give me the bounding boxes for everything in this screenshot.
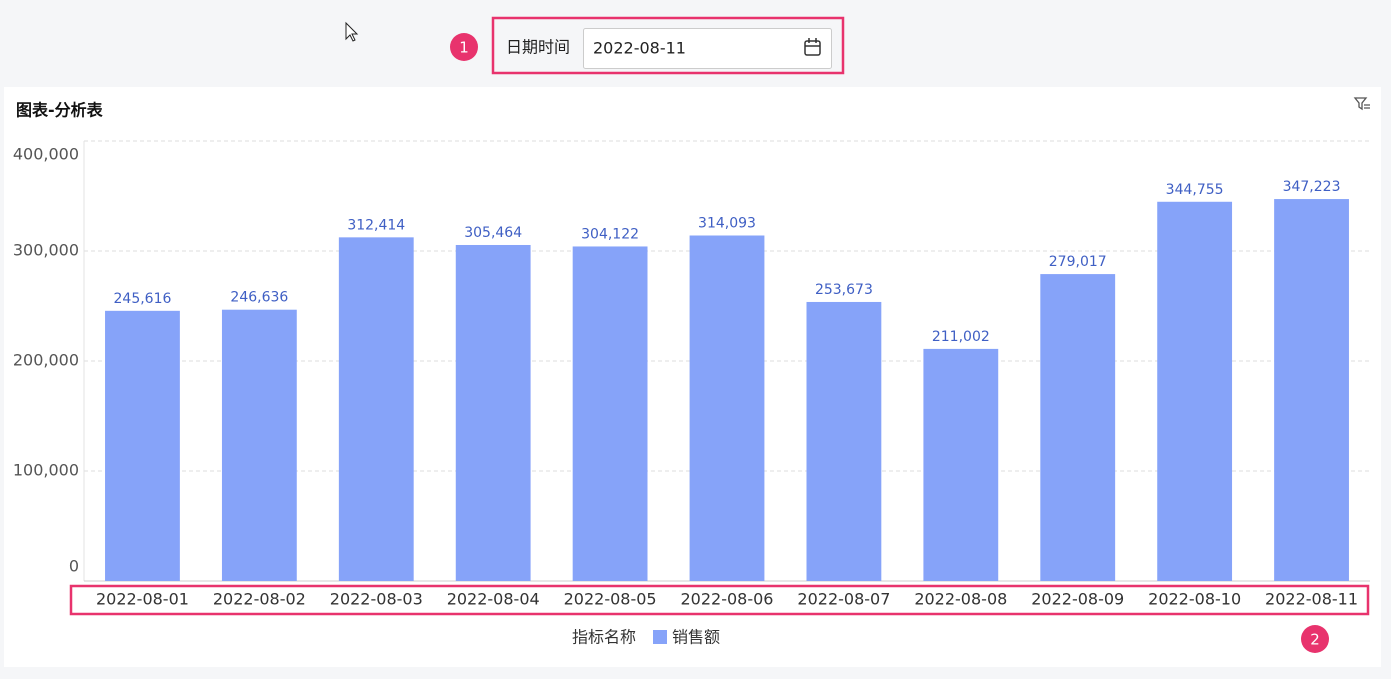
x-tick-label: 2022-08-02	[213, 590, 306, 609]
date-value: 2022-08-11	[593, 39, 686, 58]
value-label: 253,673	[815, 282, 873, 298]
value-label: 344,755	[1166, 182, 1224, 198]
x-tick-label: 2022-08-07	[797, 590, 890, 609]
highlight-box	[69, 584, 1370, 616]
x-tick-label: 2022-08-06	[681, 590, 774, 609]
bar	[338, 237, 414, 581]
x-tick-label: 2022-08-01	[96, 590, 189, 609]
value-label: 314,093	[698, 215, 756, 231]
filter-label: 日期时间	[506, 38, 570, 57]
y-tick-label: 200,000	[13, 351, 79, 370]
value-label: 211,002	[932, 329, 990, 345]
marker-badge	[450, 33, 478, 61]
calendar-icon[interactable]	[804, 38, 821, 56]
marker-badge	[1301, 625, 1329, 653]
bar	[455, 244, 531, 581]
x-tick-label: 2022-08-05	[564, 590, 657, 609]
legend-label: 销售额	[672, 628, 720, 647]
marker-text: 2	[1310, 631, 1320, 649]
value-label: 304,122	[581, 226, 639, 242]
legend-title: 指标名称	[572, 628, 636, 647]
bar	[221, 309, 297, 581]
x-tick-label: 2022-08-08	[914, 590, 1007, 609]
bar	[1274, 199, 1349, 582]
value-label: 347,223	[1283, 179, 1341, 195]
value-label: 312,414	[347, 217, 405, 233]
x-tick-label: 2022-08-11	[1265, 590, 1358, 609]
bar	[1040, 274, 1116, 581]
bar	[689, 235, 765, 582]
y-tick-label: 400,000	[13, 145, 79, 164]
filter-icon[interactable]	[1353, 97, 1370, 111]
x-tick-label: 2022-08-10	[1148, 590, 1241, 609]
x-tick-label: 2022-08-04	[447, 590, 540, 609]
y-tick-label: 300,000	[13, 241, 79, 260]
highlight-box	[491, 16, 845, 75]
bar	[923, 348, 999, 581]
value-label: 245,616	[114, 291, 172, 307]
cursor	[345, 21, 359, 42]
date-input[interactable]	[583, 28, 832, 69]
value-label: 246,636	[230, 290, 288, 306]
value-label: 279,017	[1049, 254, 1107, 270]
y-tick-label: 0	[69, 557, 79, 576]
bar	[1157, 201, 1233, 581]
bar	[105, 310, 180, 581]
legend-swatch	[653, 630, 667, 644]
value-label: 305,464	[464, 225, 522, 241]
x-tick-label: 2022-08-09	[1031, 590, 1124, 609]
card-title: 图表-分析表	[16, 101, 104, 120]
bar	[806, 301, 882, 581]
marker-text: 1	[459, 39, 469, 57]
x-tick-label: 2022-08-03	[330, 590, 423, 609]
y-tick-label: 100,000	[13, 461, 79, 480]
bar	[572, 246, 648, 581]
